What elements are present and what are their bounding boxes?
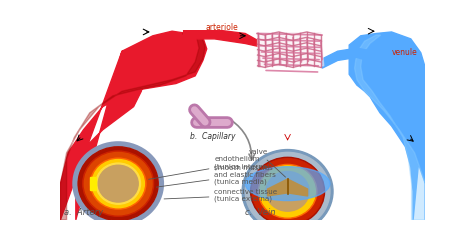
Polygon shape [322,48,384,68]
Ellipse shape [78,147,158,221]
Ellipse shape [258,165,317,218]
Text: venule: venule [392,48,417,57]
Text: b.  Capillary: b. Capillary [190,132,236,141]
Ellipse shape [252,159,323,224]
Ellipse shape [245,167,330,201]
Ellipse shape [251,157,325,225]
Ellipse shape [91,158,146,209]
Ellipse shape [84,152,152,215]
Ellipse shape [245,152,330,230]
Text: connective tissue
(tunica externa): connective tissue (tunica externa) [164,188,278,202]
Text: a.  Artery: a. Artery [64,208,103,217]
Ellipse shape [98,165,138,202]
Polygon shape [257,33,324,66]
Text: endothelium
(tunica interna): endothelium (tunica interna) [149,156,270,179]
Ellipse shape [83,151,154,216]
Polygon shape [355,35,426,220]
Polygon shape [288,179,308,196]
Ellipse shape [242,149,333,233]
Polygon shape [91,178,96,190]
Ellipse shape [96,163,140,204]
Polygon shape [267,179,288,196]
Ellipse shape [260,166,315,217]
Polygon shape [349,32,426,220]
Polygon shape [60,34,205,220]
Text: smooth muscles
and elastic fibers
(tunica media): smooth muscles and elastic fibers (tunic… [156,165,276,187]
Text: valve: valve [249,149,285,177]
Text: arteriole: arteriole [206,23,238,32]
Text: c.  Vein: c. Vein [245,208,276,217]
Polygon shape [60,31,207,220]
Polygon shape [183,30,259,47]
Ellipse shape [92,160,145,208]
Ellipse shape [266,171,309,211]
